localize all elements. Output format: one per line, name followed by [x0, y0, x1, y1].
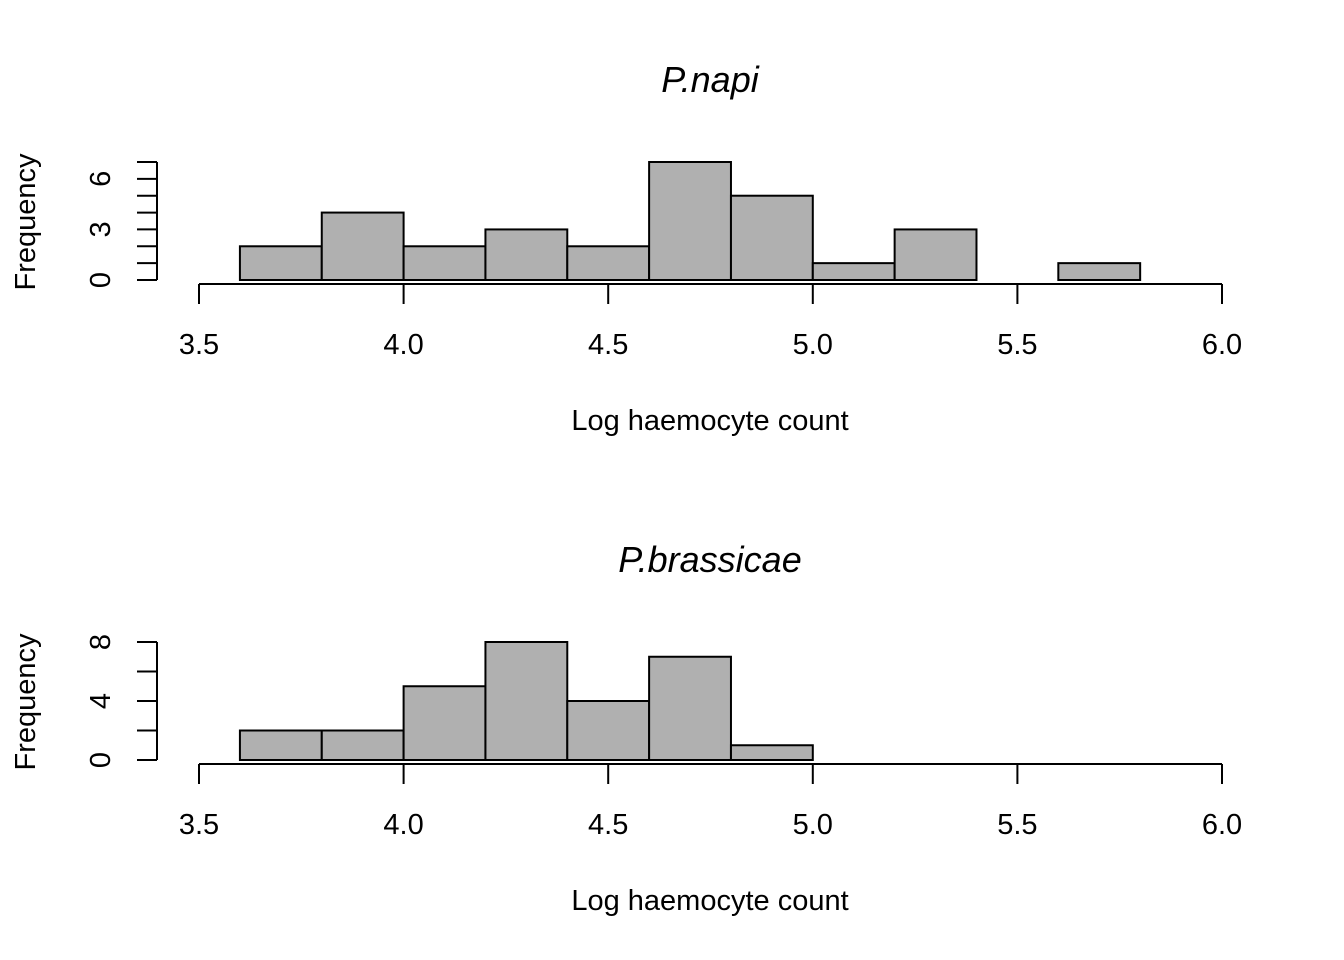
x-tick-label: 6.0 — [1202, 809, 1242, 841]
chart-title: P.napi — [661, 59, 759, 100]
x-tick-label: 3.5 — [179, 329, 219, 361]
y-tick-label: 0 — [85, 272, 117, 288]
histogram-bar — [238, 729, 323, 761]
histogram-bar — [484, 641, 569, 761]
histogram-bar — [402, 245, 487, 281]
histogram-bar — [811, 262, 896, 282]
x-tick-label: 3.5 — [179, 809, 219, 841]
panel-p-brassicae: P.brassicae 3.5 4.0 4.5 5.0 5.5 6.0 0 4 8 Log h… — [10, 539, 1242, 917]
histogram-bar — [484, 228, 569, 281]
y-tick-label: 0 — [85, 752, 117, 768]
y-ticks: 0 3 6 — [85, 161, 157, 288]
histogram-bar — [566, 245, 651, 281]
x-axis-label: Log haemocyte count — [571, 885, 848, 917]
histogram-bar — [893, 228, 978, 281]
bars-group — [238, 641, 814, 761]
x-tick-label: 4.0 — [383, 809, 423, 841]
chart-title: P.brassicae — [618, 539, 801, 580]
x-tick-label: 6.0 — [1202, 329, 1242, 361]
x-tick-label: 5.0 — [793, 329, 833, 361]
x-tick-label: 4.5 — [588, 329, 628, 361]
histogram-bar — [402, 685, 487, 761]
y-axis-label: Frequency — [10, 153, 42, 291]
y-axis-label: Frequency — [10, 633, 42, 771]
histogram-bar — [566, 700, 651, 761]
histogram-bar — [1057, 262, 1142, 282]
histogram-bar — [729, 744, 814, 761]
histogram-bar — [729, 194, 814, 281]
histogram-bar — [648, 161, 732, 282]
x-ticks: 3.5 4.0 4.5 5.0 5.5 6.0 — [179, 284, 1242, 361]
x-tick-label: 4.5 — [588, 809, 628, 841]
panel-p-napi: P.napi 3.5 4.0 4.5 5.0 5.5 6.0 0 3 6 Log haemoc… — [10, 59, 1242, 437]
y-ticks: 0 4 8 — [85, 634, 157, 768]
histogram-bar — [238, 245, 323, 281]
y-tick-label: 8 — [85, 634, 117, 650]
x-tick-label: 4.0 — [383, 329, 423, 361]
x-axis-label: Log haemocyte count — [571, 405, 848, 437]
histogram-bar — [648, 655, 732, 761]
x-ticks: 3.5 4.0 4.5 5.0 5.5 6.0 — [179, 764, 1242, 841]
y-tick-label: 6 — [85, 171, 117, 187]
x-tick-label: 5.5 — [997, 809, 1037, 841]
histogram-bar — [320, 729, 405, 761]
y-tick-label: 4 — [85, 693, 117, 709]
x-tick-label: 5.0 — [793, 809, 833, 841]
y-tick-label: 3 — [85, 221, 117, 237]
x-tick-label: 5.5 — [997, 329, 1037, 361]
bars-group — [238, 161, 1142, 282]
histogram-bar — [320, 211, 405, 282]
